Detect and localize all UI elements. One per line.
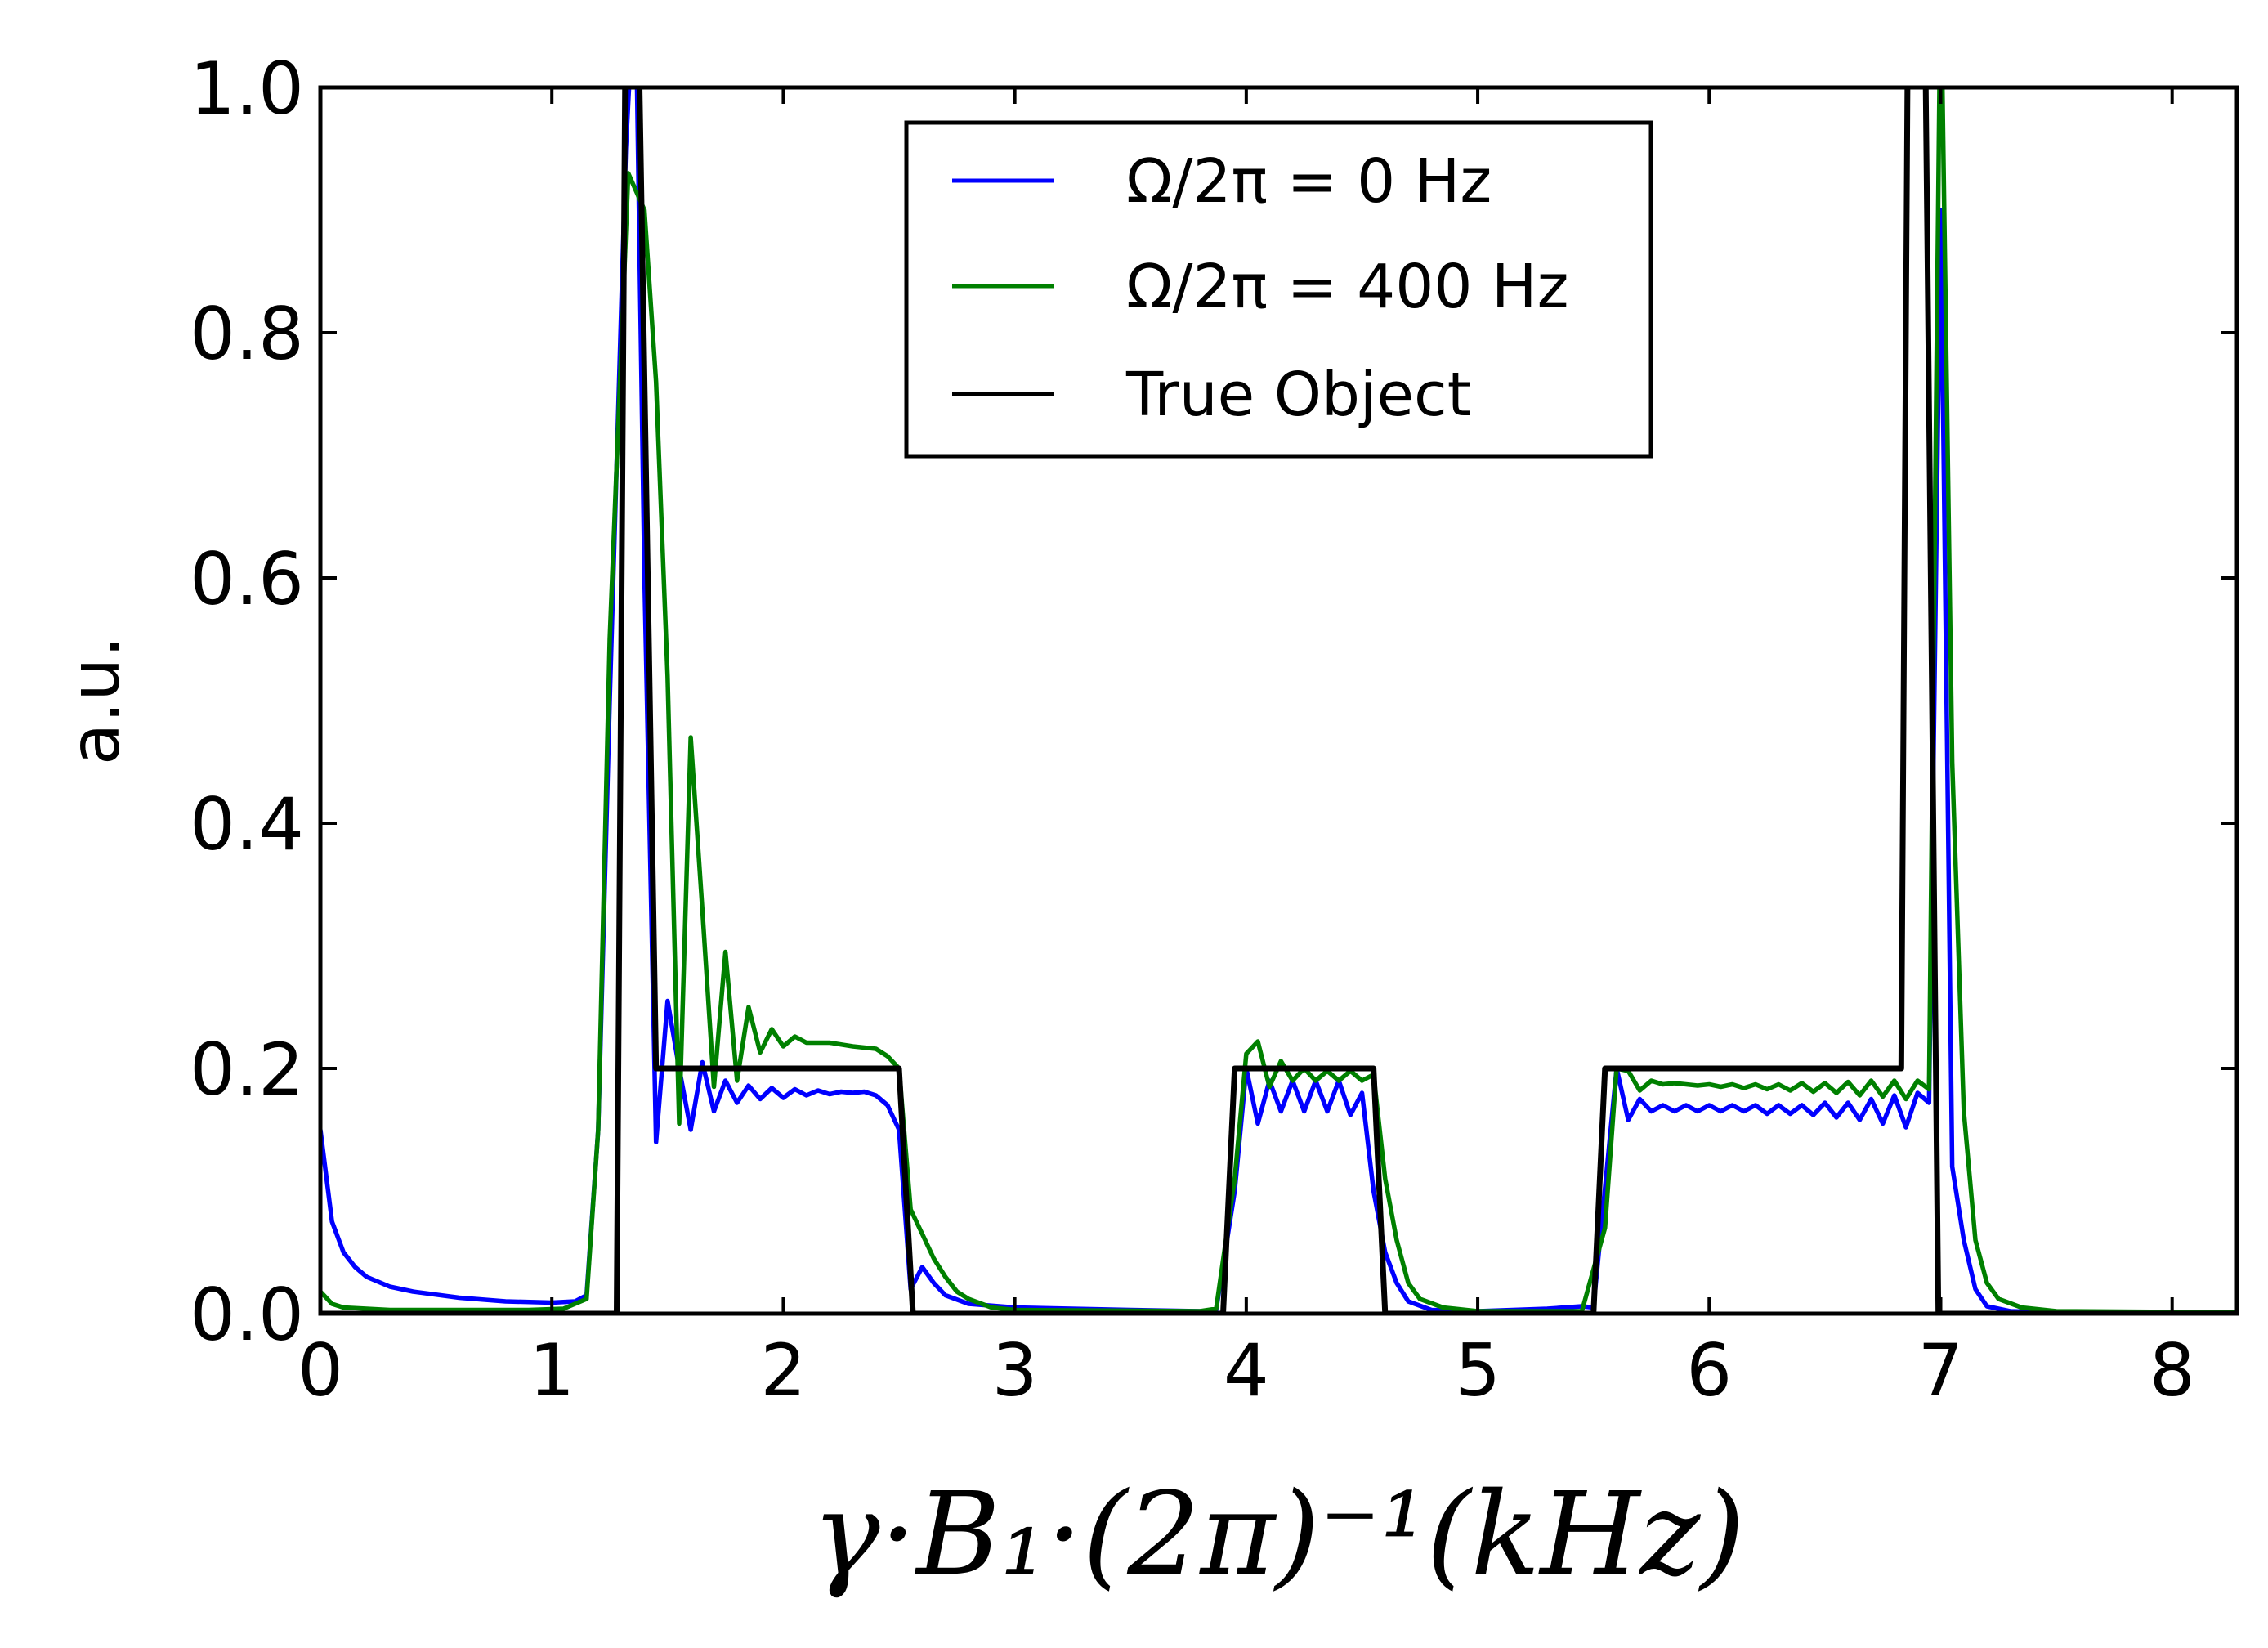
x-tick-label: 6 — [1686, 1328, 1732, 1413]
series-layer — [320, 87, 2237, 1314]
x-tick-label: 3 — [992, 1328, 1038, 1413]
x-tick-label: 5 — [1455, 1328, 1501, 1413]
x-tick-label: 8 — [2149, 1328, 2195, 1413]
x-tick-label: 1 — [529, 1328, 575, 1413]
x-tick-label: 7 — [1917, 1328, 1963, 1413]
x-tick-label: 4 — [1223, 1328, 1269, 1413]
legend-label-true-object: True Object — [1125, 360, 1471, 430]
y-tick-label: 1.0 — [190, 47, 304, 131]
y-tick-label: 0.6 — [190, 537, 304, 621]
y-tick-label: 0.4 — [190, 782, 304, 867]
x-axis-label: γ·B₁·(2π)⁻¹(kHz) — [812, 1468, 1745, 1601]
y-tick-label: 0.0 — [190, 1273, 304, 1357]
y-tick-label: 0.2 — [190, 1028, 304, 1112]
series-line-0 — [320, 87, 2237, 1314]
series-line-2 — [320, 87, 2237, 1314]
y-tick-label: 0.8 — [190, 292, 304, 376]
legend-box — [904, 120, 1653, 459]
legend-label-0hz: Ω/2π = 0 Hz — [1126, 146, 1492, 217]
plot-frame — [318, 85, 2239, 1316]
legend: Ω/2π = 0 Hz Ω/2π = 400 Hz True Object — [904, 120, 1653, 459]
x-tick-label: 2 — [760, 1328, 806, 1413]
y-axis-label: a.u. — [55, 636, 135, 765]
ticks-layer: 0 1 2 3 4 5 6 7 8 0.0 0.2 0.4 0.6 0.8 1.0 — [190, 47, 2237, 1413]
legend-label-400hz: Ω/2π = 400 Hz — [1126, 252, 1568, 322]
x-tick-label: 0 — [297, 1328, 343, 1413]
